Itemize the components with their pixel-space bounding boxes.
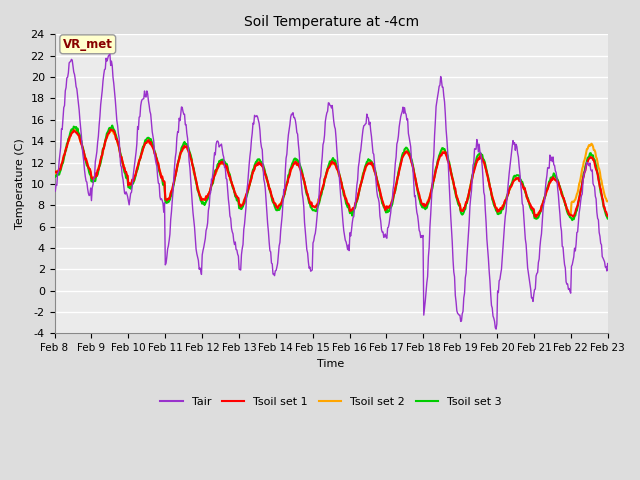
X-axis label: Time: Time bbox=[317, 359, 345, 369]
Text: VR_met: VR_met bbox=[63, 38, 113, 51]
Legend: Tair, Tsoil set 1, Tsoil set 2, Tsoil set 3: Tair, Tsoil set 1, Tsoil set 2, Tsoil se… bbox=[156, 393, 506, 412]
Title: Soil Temperature at -4cm: Soil Temperature at -4cm bbox=[243, 15, 419, 29]
Y-axis label: Temperature (C): Temperature (C) bbox=[15, 139, 25, 229]
